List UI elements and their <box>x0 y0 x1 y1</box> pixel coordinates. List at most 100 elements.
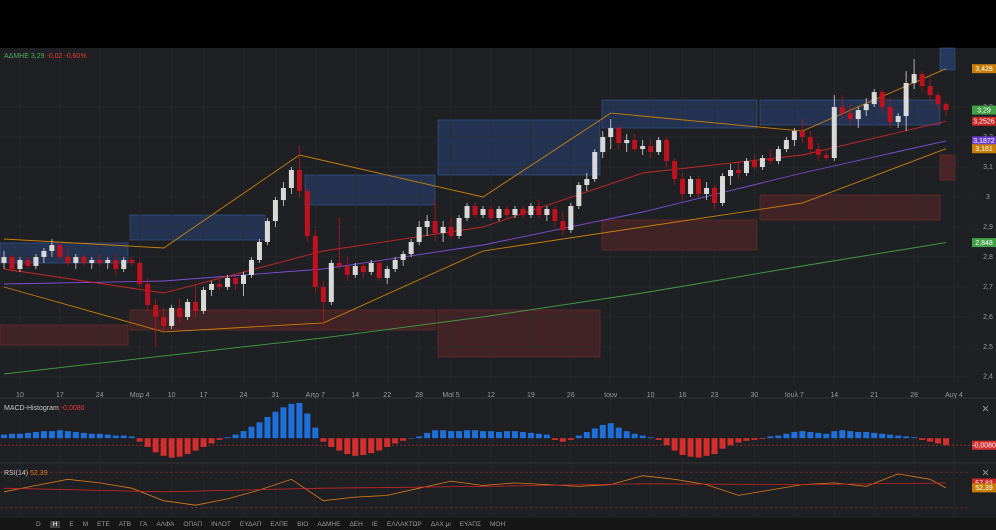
toolbar-item[interactable]: ΕΥΔΑΠ <box>239 520 262 528</box>
histogram-bar <box>831 431 838 439</box>
candle-body <box>185 301 191 317</box>
close-icon[interactable] <box>982 469 989 476</box>
toolbar-item[interactable]: ΙΕ <box>371 520 378 528</box>
histogram-bar <box>8 433 15 439</box>
toolbar-item[interactable]: ΜΟΗ <box>490 520 506 528</box>
histogram-bar <box>288 403 295 439</box>
histogram-bar <box>511 431 518 439</box>
histogram-bar <box>336 438 343 451</box>
x-tick-label: 28 <box>910 392 918 399</box>
histogram-bar <box>847 431 854 439</box>
zone <box>0 242 129 264</box>
histogram-bar <box>72 432 79 439</box>
toolbar-item[interactable]: ΑΔΜΗΕ <box>317 520 341 528</box>
toolbar-item[interactable]: ΑΛΦΑ <box>156 520 175 528</box>
change-pct: -0,60% <box>64 53 87 60</box>
candle-body <box>177 307 183 317</box>
rsi-title: RSI(14) 52,39 <box>4 470 48 477</box>
candle-body <box>839 107 845 114</box>
toolbar-item[interactable]: ΓΑ <box>140 520 148 528</box>
candle-body <box>871 92 877 105</box>
histogram-bar <box>32 432 39 439</box>
candle-body <box>81 256 87 263</box>
candle-body <box>855 110 861 120</box>
candle-body <box>767 158 773 162</box>
histogram-bar <box>328 438 335 447</box>
candle-body <box>145 283 151 305</box>
toolbar-item[interactable]: Μ <box>82 520 89 528</box>
y-tick-label: 2,7 <box>983 284 993 291</box>
candle-body <box>775 149 781 162</box>
toolbar-item[interactable]: ΕΛΠΕ <box>270 520 289 528</box>
candle-body <box>791 131 797 141</box>
x-tick-label: 23 <box>711 392 719 399</box>
histogram-bar <box>895 435 902 439</box>
candle-body <box>927 86 933 96</box>
candle-body <box>600 137 606 153</box>
badge-label: 52,39 <box>975 485 993 492</box>
toolbar-item[interactable]: ΔΕΗ <box>349 520 363 528</box>
toolbar-item[interactable]: D <box>36 520 41 528</box>
zone <box>0 324 129 346</box>
x-tick-label: 17 <box>200 392 208 399</box>
close-icon[interactable] <box>982 405 989 412</box>
histogram-bar <box>40 431 47 439</box>
candle-body <box>113 259 119 269</box>
zone <box>304 174 436 206</box>
histogram-bar <box>272 411 279 439</box>
symbol-legend: ΑΔΜΗΕ 3,29 -0,02 -0,60% <box>4 53 87 60</box>
toolbar-item[interactable]: ΔΑΧ μι <box>430 520 451 528</box>
histogram-bar <box>80 432 87 439</box>
histogram-bar <box>136 438 143 442</box>
candle-body <box>919 74 925 87</box>
histogram-bar <box>200 438 207 447</box>
candle-body <box>704 188 710 195</box>
x-tick-label: 21 <box>870 392 878 399</box>
x-tick-label: 28 <box>415 392 423 399</box>
candle-body <box>480 209 486 216</box>
candle-body <box>520 209 526 216</box>
candle-body <box>161 316 167 326</box>
candle-body <box>807 137 813 150</box>
candle-body <box>272 200 278 221</box>
histogram-bar <box>655 438 662 440</box>
title-value: 52,39 <box>30 470 48 477</box>
histogram-bar <box>464 430 471 439</box>
histogram-bar <box>472 430 479 439</box>
histogram-bar <box>791 432 798 439</box>
y-tick-label: 2,8 <box>983 254 993 261</box>
toolbar-item[interactable]: ΑΤΒ <box>118 520 131 528</box>
candle-body <box>632 140 638 150</box>
histogram-bar <box>216 438 223 440</box>
histogram-bar <box>376 438 383 451</box>
candle-body <box>41 250 47 257</box>
toolbar-item[interactable]: ΙΝΛΟΤ <box>211 520 231 528</box>
histogram-bar <box>823 433 830 439</box>
histogram-bar <box>935 438 942 444</box>
candle-body <box>400 253 406 260</box>
toolbar-item[interactable]: ΒΙΟ <box>297 520 309 528</box>
indicator-line <box>3 120 947 294</box>
toolbar-item[interactable]: ΕΥΑΠΣ <box>459 520 482 528</box>
histogram-bar <box>104 434 111 439</box>
histogram-bar <box>232 434 239 439</box>
candle-body <box>233 277 239 284</box>
candle-body <box>392 259 398 269</box>
toolbar-item[interactable]: ΕΛΛΑΚΤΩΡ <box>387 520 422 528</box>
candle-body <box>288 170 294 189</box>
candle-body <box>584 179 590 186</box>
toolbar-item[interactable]: ΟΠΑΠ <box>183 520 203 528</box>
histogram-bar <box>495 432 502 439</box>
candle-body <box>129 259 135 263</box>
toolbar-item[interactable]: Η <box>49 520 61 528</box>
x-tick-label: 14 <box>830 392 838 399</box>
histogram-bar <box>559 438 566 442</box>
toolbar-item[interactable]: ΕΤΕ <box>97 520 110 528</box>
candle-body <box>488 209 494 218</box>
title-value: -0,0080 <box>60 405 85 412</box>
histogram-bar <box>735 438 742 443</box>
toolbar-item[interactable]: Ε <box>69 520 74 528</box>
x-tick-label: 30 <box>751 392 759 399</box>
histogram-bar <box>440 430 447 439</box>
histogram-bar <box>368 438 375 454</box>
